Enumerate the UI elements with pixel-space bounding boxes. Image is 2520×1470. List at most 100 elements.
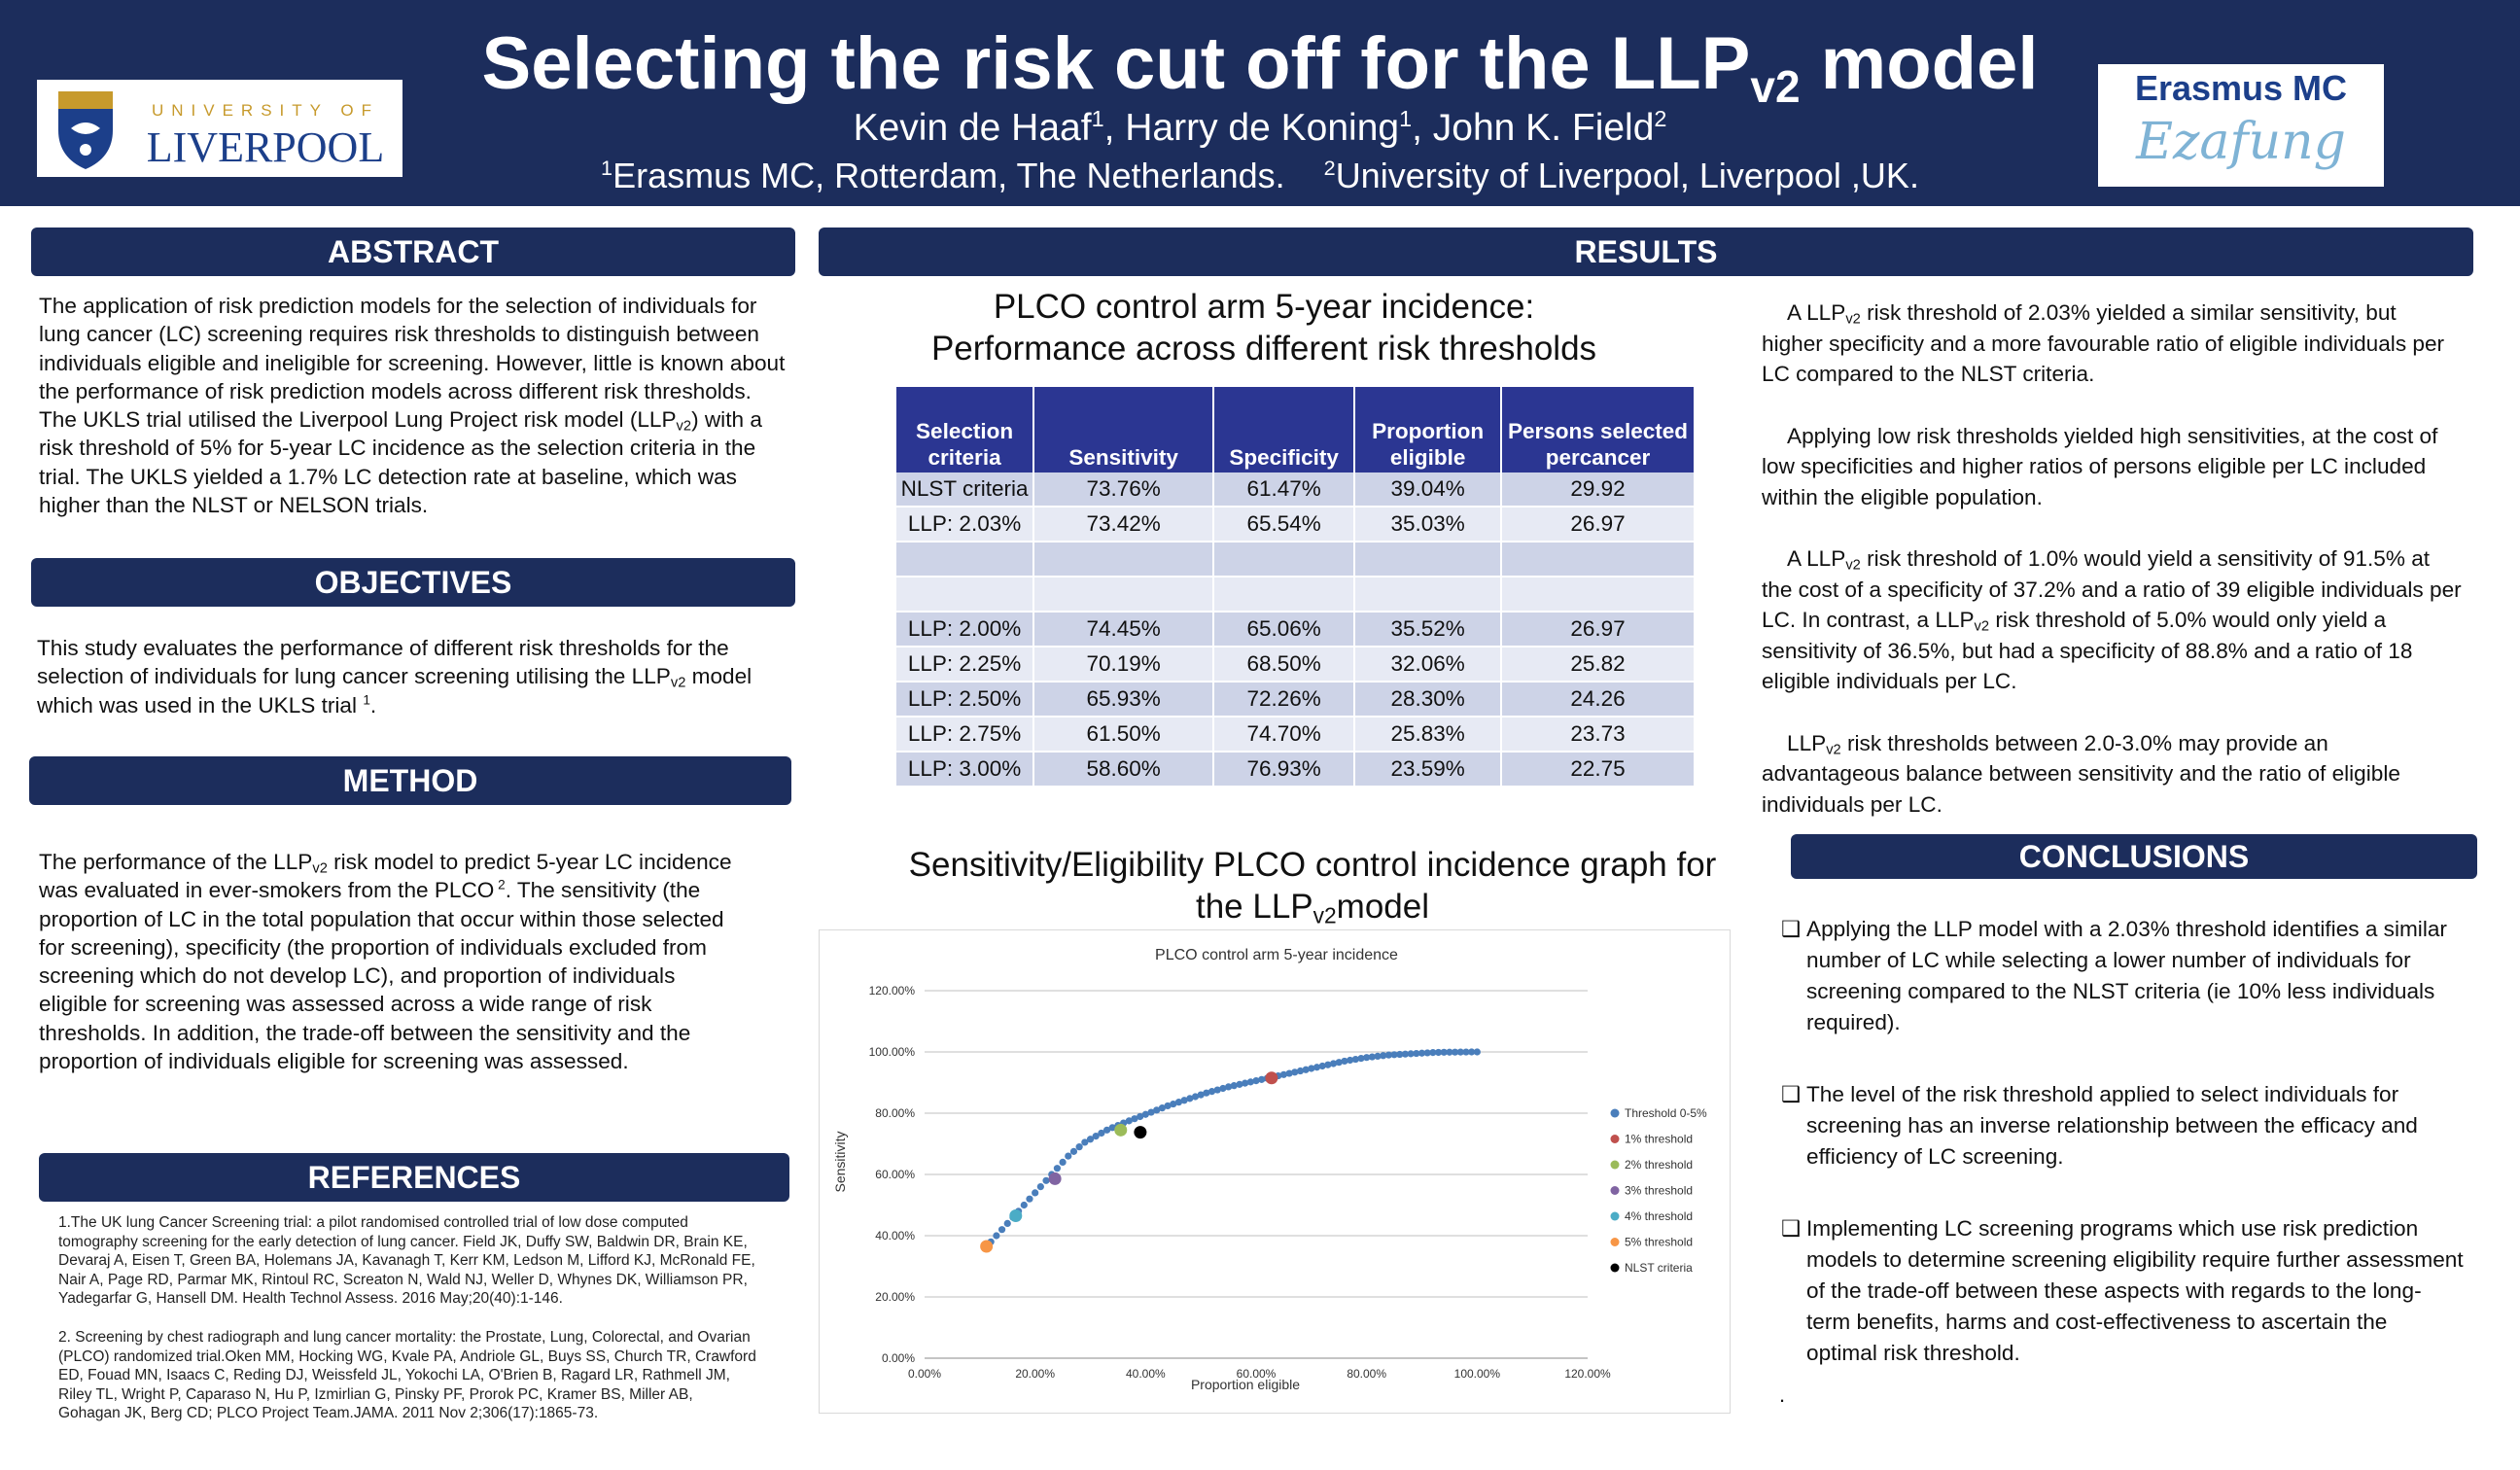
conclusion-item: ❑ Implementing LC screening programs whi… (1781, 1213, 2464, 1369)
table-cell (1033, 542, 1215, 578)
x-tick-label: 100.00% (1454, 1367, 1501, 1381)
x-tick-label: 60.00% (1237, 1367, 1277, 1381)
data-point (1086, 1136, 1095, 1143)
data-point (1003, 1219, 1011, 1227)
data-point (1053, 1165, 1061, 1172)
data-point (1032, 1189, 1039, 1197)
data-point (1180, 1097, 1188, 1104)
chart-title: PLCO control arm 5-year incidence (1155, 947, 1398, 963)
objectives-heading: OBJECTIVES (31, 558, 795, 607)
reference-item: 2. Screening by chest radiograph and lun… (58, 1328, 756, 1422)
data-point (1108, 1124, 1116, 1132)
table-cell (1354, 542, 1503, 578)
data-point (1468, 1048, 1476, 1056)
results-paragraph: Applying low risk thresholds yielded hig… (1762, 423, 2438, 509)
data-point (1219, 1084, 1227, 1093)
data-point (1020, 1201, 1028, 1209)
data-point (1131, 1115, 1138, 1123)
chart-xlabel: Proportion eligible (1191, 1377, 1300, 1392)
data-point (1059, 1158, 1067, 1166)
data-point (1308, 1065, 1315, 1072)
table-cell: LLP: 2.03% (896, 507, 1035, 542)
legend-label: 3% threshold (1625, 1184, 1693, 1198)
data-point (1191, 1093, 1200, 1101)
table-cell (896, 542, 1035, 578)
data-point (1368, 1053, 1376, 1061)
data-point (1473, 1048, 1481, 1056)
data-point (1407, 1050, 1415, 1058)
author-name: Harry de Koning (1125, 107, 1400, 149)
conclusion-item: ❑ Applying the LLP model with a 2.03% th… (1781, 914, 2464, 1038)
y-tick-label: 40.00% (875, 1229, 915, 1242)
data-point (1374, 1052, 1382, 1061)
table-cell: LLP: 2.00% (896, 612, 1035, 648)
x-tick-label: 0.00% (908, 1367, 941, 1381)
table-cell (1213, 542, 1356, 578)
data-point (1318, 1062, 1326, 1070)
highlight-point (980, 1240, 994, 1253)
table-cell: 65.06% (1213, 612, 1356, 648)
data-point (1285, 1069, 1293, 1077)
table-cell: 25.83% (1354, 717, 1503, 752)
data-point (1236, 1080, 1243, 1088)
data-point (1252, 1077, 1260, 1085)
highlight-point (1134, 1126, 1147, 1139)
table-cell: LLP: 3.00% (896, 752, 1035, 788)
results-paragraph: A LLPv2 risk threshold of 2.03% yielded … (1762, 300, 2445, 386)
table-row: NLST criteria 73.76% 61.47% 39.04% 29.92 (896, 472, 1696, 508)
highlight-point (1009, 1209, 1023, 1223)
chart-svg: PLCO control arm 5-year incidence Propor… (832, 947, 1707, 1392)
data-point (1147, 1108, 1155, 1116)
logo-left-big: LIVERPOOL (146, 123, 385, 171)
table-row: LLP: 2.50% 65.93% 72.26% 28.30% 24.26 (896, 682, 1696, 718)
table-cell (1354, 577, 1503, 612)
table-cell: 65.93% (1033, 682, 1215, 718)
legend-marker (1610, 1186, 1620, 1195)
results-heading: RESULTS (819, 228, 2473, 276)
checkbox-bullet-icon: ❑ (1781, 1216, 1802, 1241)
legend-marker (1610, 1211, 1620, 1221)
y-tick-label: 20.00% (875, 1290, 915, 1304)
data-point (1429, 1049, 1437, 1057)
data-point (1208, 1088, 1216, 1096)
table-row: LLP: 3.00% 58.60% 76.93% 23.59% 22.75 (896, 752, 1696, 788)
table-cell: 58.60% (1033, 752, 1215, 788)
highlight-point (1265, 1071, 1278, 1085)
data-point (1081, 1138, 1089, 1146)
abstract-heading: ABSTRACT (31, 228, 795, 276)
data-point (1302, 1066, 1310, 1073)
data-point (1335, 1059, 1343, 1067)
checkbox-bullet-icon: ❑ (1781, 917, 1802, 941)
table-cell: 61.47% (1213, 472, 1356, 508)
results-table: Selection criteria Sensitivity Specificit… (896, 387, 1696, 788)
data-point (1065, 1152, 1072, 1160)
data-point (1456, 1048, 1464, 1056)
table-cell: 23.59% (1354, 752, 1503, 788)
table-cell: 32.06% (1354, 647, 1503, 682)
sensitivity-eligibility-chart: PLCO control arm 5-year incidence Propor… (819, 929, 1731, 1414)
data-point (1413, 1049, 1420, 1058)
data-point (1075, 1143, 1083, 1151)
data-point (1347, 1056, 1354, 1065)
conclusion-item: ❑ The level of the risk threshold applie… (1781, 1079, 2464, 1172)
table-cell (1213, 577, 1356, 612)
data-point (1341, 1057, 1348, 1066)
method-heading: METHOD (29, 756, 791, 805)
references-list: 1.The UK lung Cancer Screening trial: a … (58, 1213, 758, 1423)
table-cell: 28.30% (1354, 682, 1503, 718)
table-cell: 26.97 (1501, 507, 1696, 542)
table-header: Selection criteria (896, 387, 1035, 472)
legend-label: Threshold 0-5% (1625, 1106, 1707, 1120)
table-cell: LLP: 2.25% (896, 647, 1035, 682)
data-point (1363, 1054, 1371, 1062)
table-cell (896, 577, 1035, 612)
table-cell: 74.45% (1033, 612, 1215, 648)
data-point (1291, 1068, 1299, 1076)
affiliations: 1Erasmus MC, Rotterdam, The Netherlands.… (601, 156, 1919, 195)
data-point (1312, 1064, 1321, 1071)
author-name: Kevin de Haaf (853, 107, 1092, 149)
checkbox-bullet-icon: ❑ (1781, 1082, 1802, 1106)
data-point (1357, 1055, 1365, 1063)
table-cell: 65.54% (1213, 507, 1356, 542)
table-cell: 24.26 (1501, 682, 1696, 718)
